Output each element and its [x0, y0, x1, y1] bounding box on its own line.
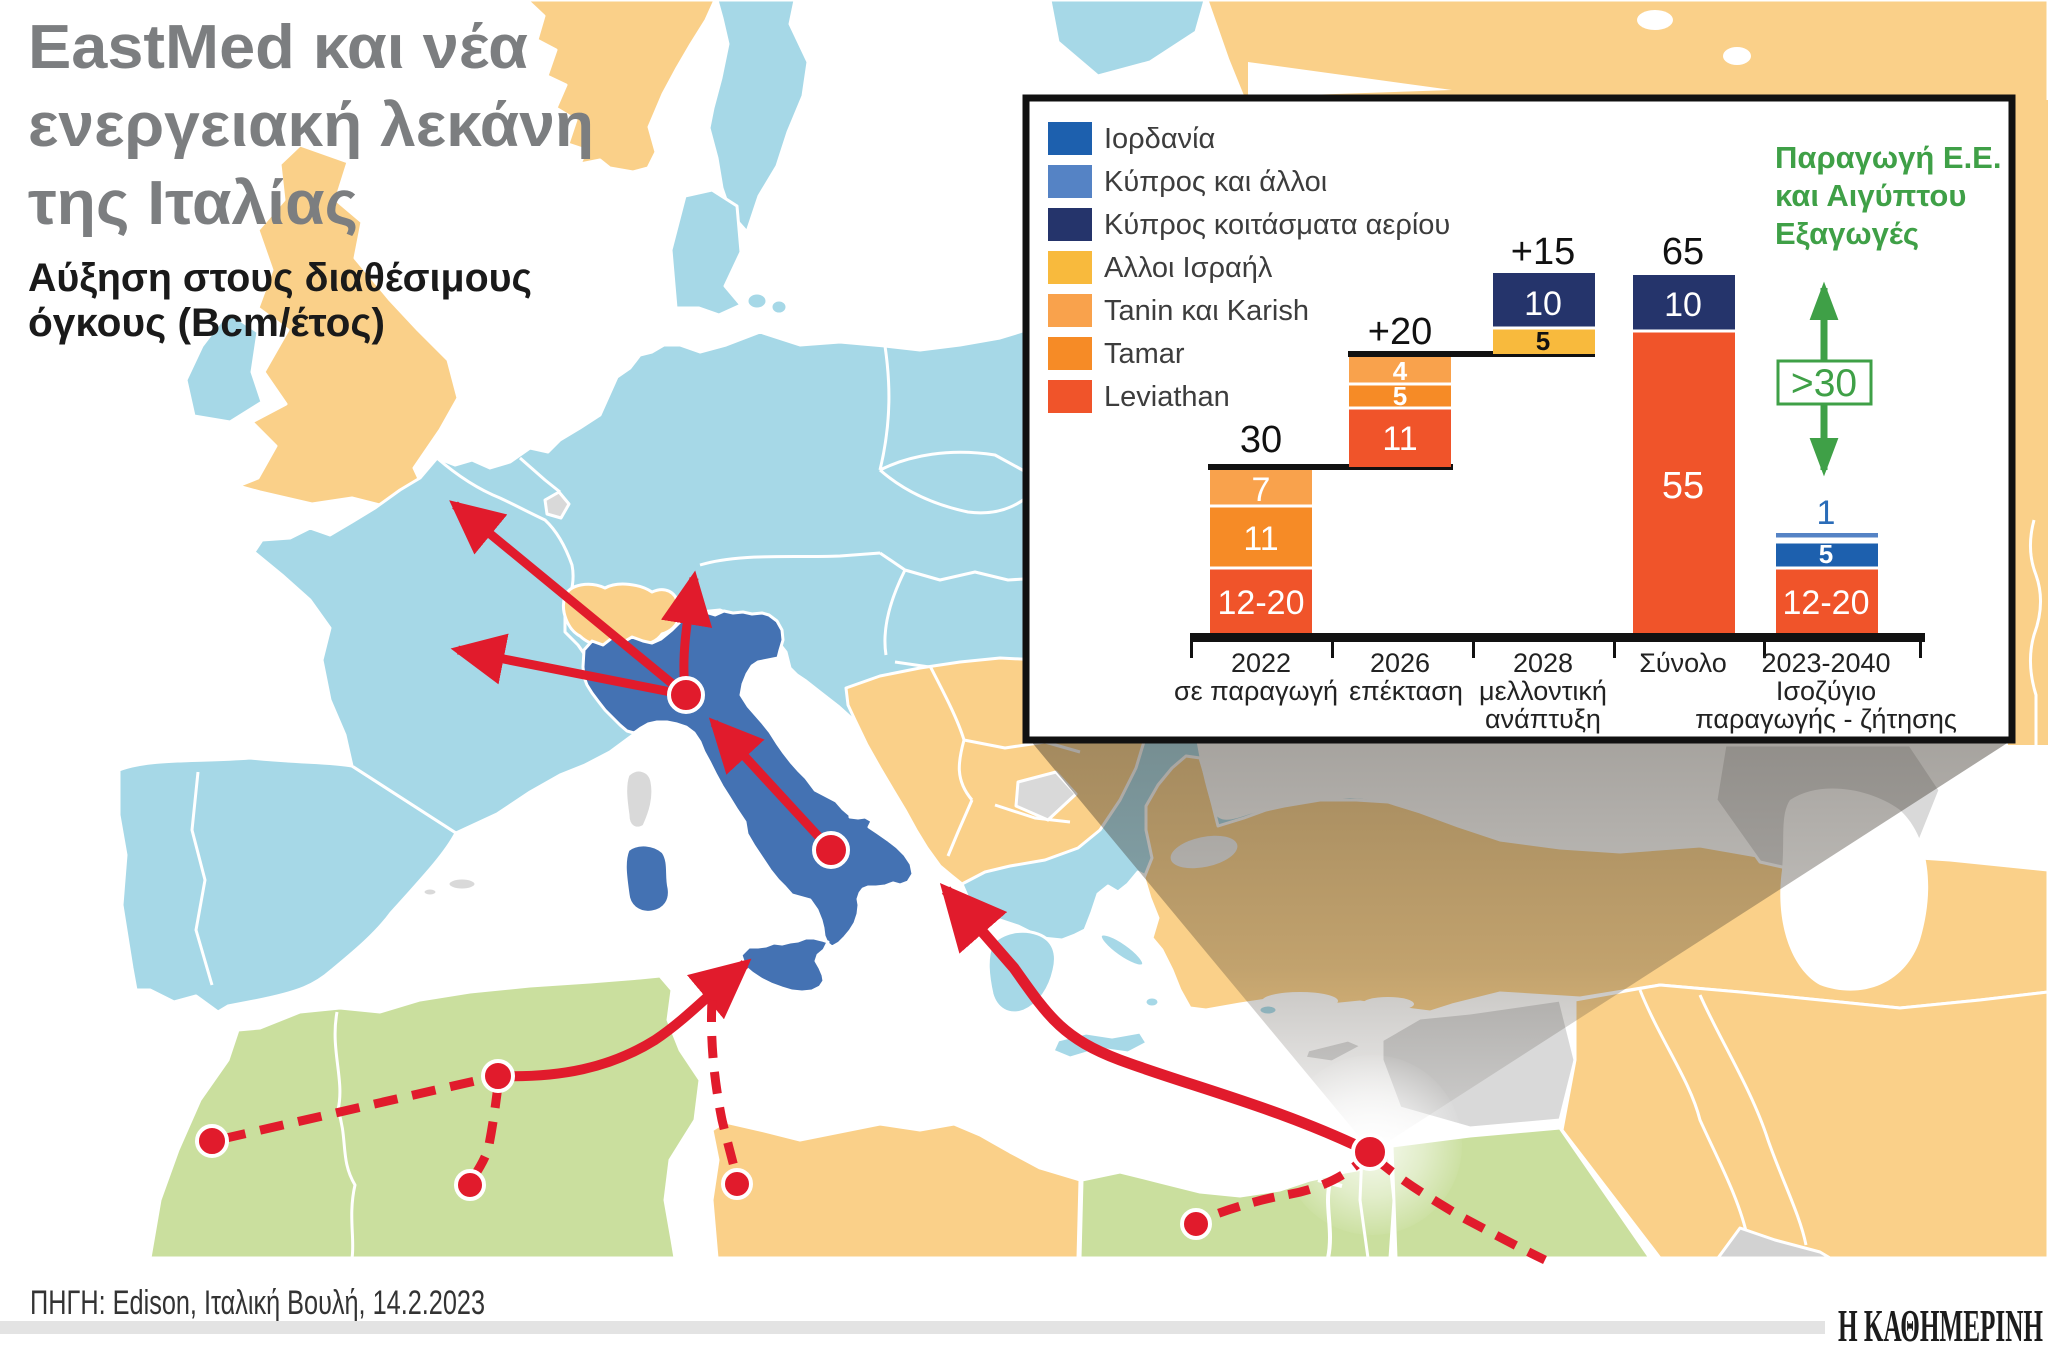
svg-text:Παραγωγή Ε.Ε.: Παραγωγή Ε.Ε. — [1775, 140, 2001, 175]
svg-text:12-20: 12-20 — [1218, 584, 1305, 622]
svg-text:7: 7 — [1252, 471, 1271, 509]
svg-text:Tanin και Karish: Tanin και Karish — [1104, 295, 1309, 327]
svg-text:5: 5 — [1819, 539, 1833, 569]
svg-text:5: 5 — [1536, 326, 1550, 356]
svg-text:EastMed και νέα: EastMed και νέα — [28, 13, 528, 82]
svg-text:1: 1 — [1817, 494, 1836, 532]
svg-text:Tamar: Tamar — [1104, 338, 1185, 370]
svg-text:Αλλοι Ισραήλ: Αλλοι Ισραήλ — [1104, 252, 1273, 284]
svg-text:Κύπρος και άλλοι: Κύπρος και άλλοι — [1104, 166, 1327, 198]
svg-text:παραγωγής - ζήτησης: παραγωγής - ζήτησης — [1695, 704, 1957, 734]
svg-text:2023-2040: 2023-2040 — [1761, 648, 1890, 678]
svg-text:ανάπτυξη: ανάπτυξη — [1485, 704, 1601, 734]
svg-text:12-20: 12-20 — [1783, 584, 1870, 622]
svg-text:Ιορδανία: Ιορδανία — [1104, 123, 1215, 155]
svg-text:ΠΗΓΗ: Edison, Ιταλική Βουλή, 1: ΠΗΓΗ: Edison, Ιταλική Βουλή, 14.2.2023 — [30, 1284, 485, 1322]
svg-text:Αύξηση στους διαθέσιμους: Αύξηση στους διαθέσιμους — [28, 256, 532, 300]
svg-text:4: 4 — [1393, 356, 1408, 386]
svg-text:Ισοζύγιο: Ισοζύγιο — [1776, 676, 1876, 706]
svg-text:και Αιγύπτου: και Αιγύπτου — [1775, 178, 1966, 213]
svg-text:>30: >30 — [1791, 362, 1857, 405]
svg-text:5: 5 — [1393, 381, 1407, 411]
svg-text:55: 55 — [1662, 465, 1704, 507]
svg-text:της Ιταλίας: της Ιταλίας — [28, 169, 358, 238]
svg-text:επέκταση: επέκταση — [1349, 676, 1463, 706]
svg-text:όγκους (Bcm/έτος): όγκους (Bcm/έτος) — [28, 301, 385, 345]
svg-text:10: 10 — [1664, 286, 1702, 324]
svg-text:2022: 2022 — [1231, 648, 1291, 678]
svg-text:30: 30 — [1240, 419, 1282, 461]
svg-text:65: 65 — [1662, 231, 1704, 273]
svg-text:σε παραγωγή: σε παραγωγή — [1174, 676, 1338, 706]
svg-text:10: 10 — [1524, 285, 1562, 323]
svg-text:Σύνολο: Σύνολο — [1639, 648, 1727, 678]
svg-text:+15: +15 — [1511, 231, 1575, 273]
svg-text:11: 11 — [1243, 520, 1278, 558]
svg-text:μελλοντική: μελλοντική — [1479, 676, 1607, 706]
svg-text:2028: 2028 — [1513, 648, 1573, 678]
svg-text:Κύπρος κοιτάσματα αερίου: Κύπρος κοιτάσματα αερίου — [1104, 209, 1450, 241]
svg-text:ενεργειακή λεκάνη: ενεργειακή λεκάνη — [28, 91, 594, 160]
svg-text:Η ΚΑΘΗΜΕΡΙΝΗ: Η ΚΑΘΗΜΕΡΙΝΗ — [1838, 1300, 2043, 1351]
svg-text:+20: +20 — [1368, 311, 1432, 353]
svg-text:2026: 2026 — [1370, 648, 1430, 678]
svg-text:Εξαγωγές: Εξαγωγές — [1775, 216, 1919, 251]
svg-text:Leviathan: Leviathan — [1104, 381, 1230, 413]
svg-text:11: 11 — [1382, 420, 1417, 458]
